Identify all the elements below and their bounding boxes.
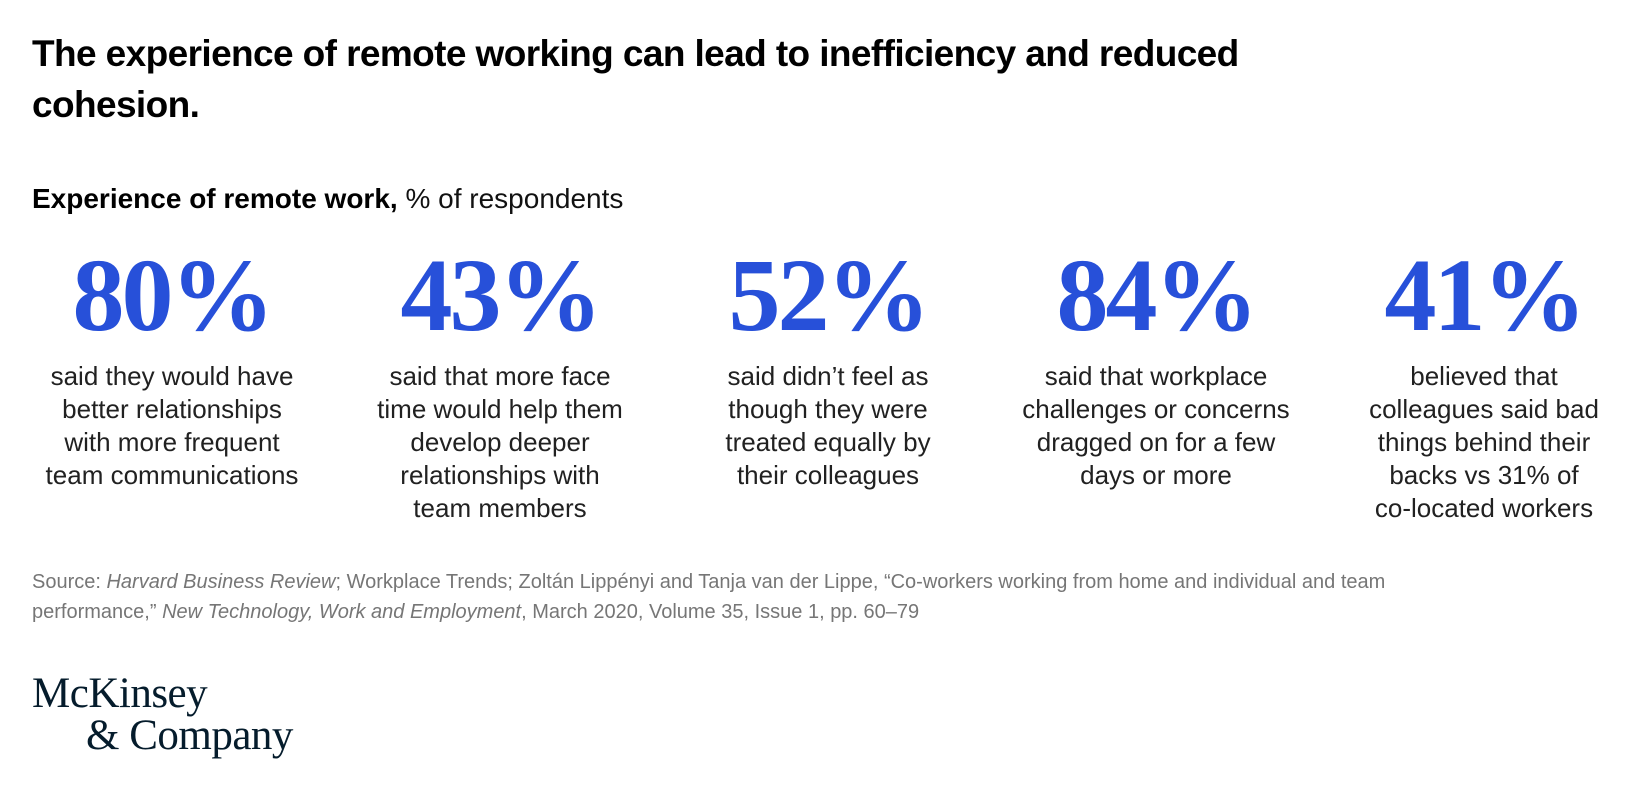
source-segment: ; Workplace Trends; Zoltán Lippényi and … [32,571,1386,623]
stat-column-2: 43% said that more face time would help … [360,244,640,525]
stat-value: 41% [1384,238,1587,353]
page-title: The experience of remote working can lea… [32,33,1239,125]
mckinsey-logo: McKinsey & Company [32,670,1597,759]
stat-column-4: 84% said that workplace challenges or co… [1016,244,1296,525]
stat-description: said didn’t feel as though they were tre… [725,361,931,490]
stat-column-3: 52% said didn’t feel as though they were… [688,244,968,525]
stat-column-5: 41% believed that colleagues said bad th… [1344,244,1624,525]
chart-subtitle-bold: Experience of remote work, [32,183,398,214]
source-segment: New Technology, Work and Employment [162,601,522,623]
stat-column-1: 80% said they would have better relation… [32,244,312,525]
source-note: Source: Harvard Business Review; Workpla… [32,567,1502,627]
logo-line-1: McKinsey [32,670,208,717]
stat-description: said that more face time would help them… [377,361,623,523]
logo-line-2: & Company [86,712,293,759]
source-segment: , March 2020, Volume 35, Issue 1, pp. 60… [521,601,920,623]
source-segment: Source: [32,571,107,593]
stat-value: 80% [72,238,275,353]
stat-value: 43% [400,238,603,353]
chart-subtitle-unit: % of respondents [397,183,624,214]
source-segment: Harvard Business Review [106,571,336,593]
stat-description: said they would have better relationship… [45,361,299,490]
chart-subtitle: Experience of remote work, % of responde… [32,182,1597,216]
stat-value: 84% [1056,238,1259,353]
stat-value: 52% [728,238,931,353]
stats-row: 80% said they would have better relation… [32,244,1599,525]
stat-description: believed that colleagues said bad things… [1369,361,1599,523]
stat-description: said that workplace challenges or concer… [1022,361,1290,490]
